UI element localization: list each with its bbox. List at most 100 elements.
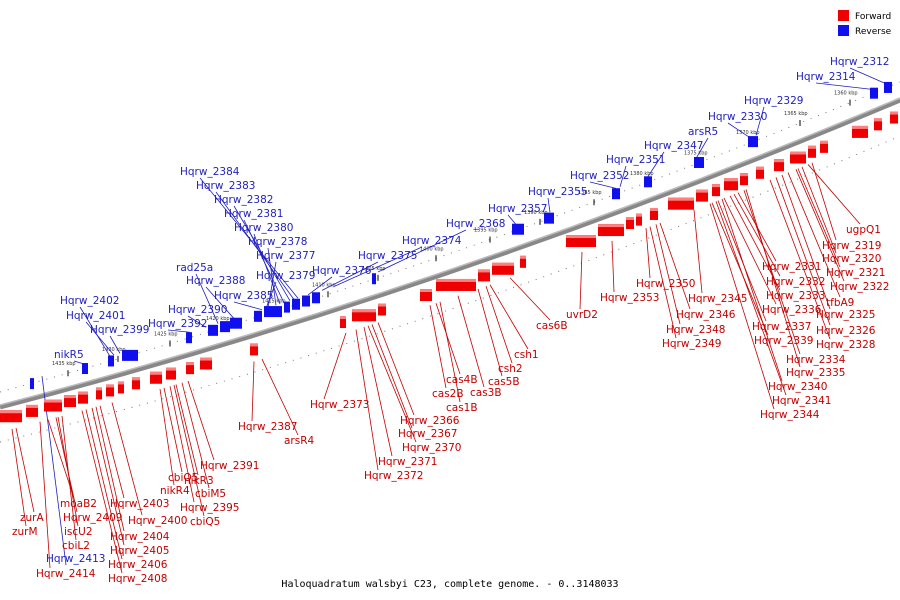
reverse-gene bbox=[544, 212, 554, 224]
reverse-gene-label: Hqrw_2351 bbox=[606, 154, 665, 166]
reverse-leader-line bbox=[333, 246, 423, 287]
tick-label: 1385 kbp bbox=[578, 190, 602, 196]
reverse-gene bbox=[30, 378, 34, 390]
forward-gene-label: cbiM5 bbox=[195, 488, 226, 500]
reverse-gene bbox=[884, 81, 892, 93]
reverse-gene bbox=[220, 321, 230, 333]
forward-leader-line bbox=[733, 193, 781, 277]
forward-gene-label: Hqrw_2403 bbox=[110, 498, 169, 510]
forward-leader-line bbox=[693, 209, 703, 294]
forward-gene-label: Hqrw_2334 bbox=[786, 354, 846, 366]
reverse-gene bbox=[122, 349, 138, 361]
forward-gene-shine bbox=[520, 255, 526, 259]
forward-gene bbox=[520, 255, 526, 268]
legend: Forward Reverse bbox=[838, 10, 892, 37]
forward-gene-label: Hqrw_2337 bbox=[752, 321, 811, 333]
forward-gene-label: cas1B bbox=[446, 402, 478, 414]
forward-leader-line bbox=[61, 415, 77, 541]
reverse-gene-label: Hqrw_2357 bbox=[488, 203, 547, 215]
forward-gene bbox=[774, 159, 784, 172]
forward-leader-line bbox=[181, 382, 210, 489]
tick-label: 1430 kbp bbox=[102, 347, 126, 353]
forward-gene bbox=[636, 213, 642, 226]
forward-gene bbox=[890, 111, 898, 124]
tick-label: 1370 kbp bbox=[736, 130, 760, 136]
forward-gene-label: moaB2 bbox=[60, 498, 97, 510]
reverse-leader-line bbox=[849, 67, 887, 85]
forward-gene-shine bbox=[756, 166, 764, 170]
reverse-gene bbox=[292, 298, 300, 310]
reverse-gene-label: Hqrw_2312 bbox=[830, 56, 889, 68]
reverse-leader-line bbox=[253, 233, 281, 305]
forward-leader-line bbox=[91, 407, 125, 546]
forward-gene-label: Hqrw_2333 bbox=[766, 290, 825, 302]
forward-gene-label: Hqrw_2404 bbox=[110, 531, 170, 543]
forward-gene-label: Hqrw_2387 bbox=[238, 421, 297, 433]
forward-leader-line bbox=[163, 387, 183, 473]
reverse-gene bbox=[512, 223, 524, 235]
forward-gene-shine bbox=[44, 399, 62, 403]
reverse-leader-line bbox=[321, 261, 379, 291]
reverse-gene-label: Hqrw_2384 bbox=[180, 166, 240, 178]
forward-leader-line bbox=[367, 325, 417, 443]
forward-gene-shine bbox=[598, 224, 624, 228]
reverse-gene-label: Hqrw_2383 bbox=[196, 180, 255, 192]
forward-gene-label: uvrD2 bbox=[566, 309, 598, 321]
forward-leader-line bbox=[655, 224, 681, 325]
forward-gene-label: cas3B bbox=[470, 387, 502, 399]
forward-gene-label: Hqrw_2348 bbox=[666, 324, 725, 336]
reverse-gene-label: Hqrw_2314 bbox=[796, 71, 856, 83]
reverse-gene-label: Hqrw_2388 bbox=[186, 275, 245, 287]
reverse-gene bbox=[186, 332, 192, 344]
forward-leader-line bbox=[429, 305, 447, 389]
reverse-leader-line bbox=[215, 191, 295, 300]
forward-gene-label: Hqrw_2328 bbox=[816, 339, 875, 351]
forward-leader-line bbox=[377, 322, 415, 416]
reverse-leader-line bbox=[265, 281, 277, 309]
forward-leader-line bbox=[81, 410, 123, 574]
reverse-gene-label: Hqrw_2382 bbox=[214, 194, 273, 206]
forward-gene-label: Hqrw_2366 bbox=[400, 415, 460, 427]
reverse-gene-label: Hqrw_2330 bbox=[708, 111, 767, 123]
reverse-gene bbox=[372, 273, 376, 285]
forward-gene-shine bbox=[712, 184, 720, 188]
reverse-gene-label: Hqrw_2380 bbox=[234, 222, 293, 234]
forward-leader-line bbox=[611, 240, 615, 293]
forward-gene-shine bbox=[668, 197, 694, 201]
forward-gene-label: Hqrw_2391 bbox=[200, 460, 259, 472]
reverse-gene bbox=[82, 363, 88, 375]
forward-leader-line bbox=[797, 168, 841, 268]
forward-gene bbox=[340, 316, 346, 329]
reverse-leader-line bbox=[85, 321, 115, 356]
gene-features bbox=[0, 81, 898, 423]
forward-gene bbox=[78, 391, 88, 404]
genome-backbone-highlight bbox=[0, 97, 900, 406]
reverse-gene bbox=[312, 292, 320, 304]
forward-leader-line bbox=[769, 179, 831, 340]
forward-gene-shine bbox=[636, 213, 642, 217]
forward-leader-line bbox=[323, 332, 347, 400]
forward-gene-label: Hqrw_2350 bbox=[636, 278, 695, 290]
reverse-gene-label: Hqrw_2355 bbox=[528, 186, 587, 198]
reverse-gene-label: Hqrw_2378 bbox=[248, 236, 307, 248]
reverse-leader-line bbox=[109, 335, 121, 354]
reverse-gene bbox=[302, 295, 310, 307]
forward-leader-line bbox=[435, 303, 461, 375]
forward-leader-line bbox=[15, 427, 35, 513]
forward-gene-shine bbox=[132, 377, 140, 381]
forward-leader-line bbox=[85, 409, 123, 560]
forward-leader-line bbox=[457, 295, 485, 388]
forward-leader-line bbox=[745, 189, 801, 368]
forward-leader-line bbox=[111, 402, 143, 516]
forward-gene-shine bbox=[436, 278, 476, 282]
reverse-gene-label: Hqrw_2399 bbox=[90, 324, 149, 336]
forward-leader-line bbox=[251, 361, 255, 422]
reverse-gene-label: Hqrw_2390 bbox=[168, 304, 227, 316]
forward-leader-line bbox=[485, 286, 513, 364]
forward-gene-label: Hqrw_2414 bbox=[36, 568, 96, 580]
forward-gene-label: cas6B bbox=[536, 320, 568, 332]
forward-leader-line bbox=[807, 164, 861, 225]
forward-gene-label: Hqrw_2321 bbox=[826, 267, 885, 279]
legend-forward-swatch bbox=[838, 10, 849, 21]
